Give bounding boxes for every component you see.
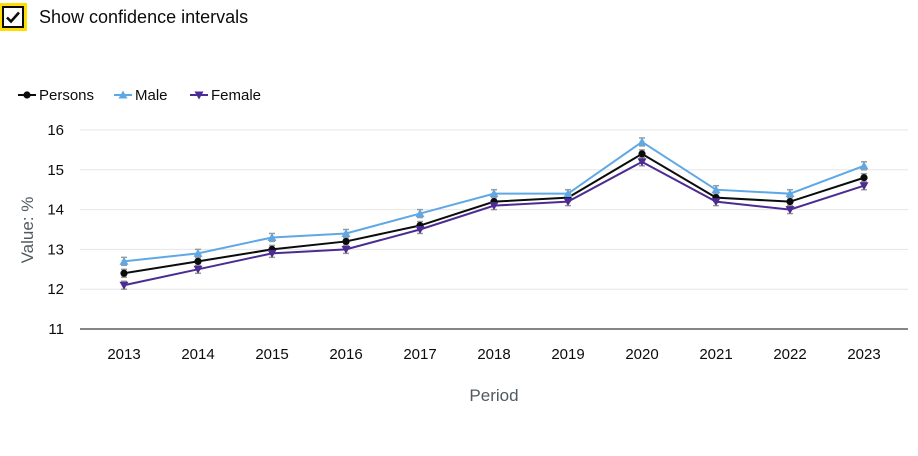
y-tick-label: 14: [47, 202, 64, 219]
x-tick-label: 2020: [625, 346, 658, 363]
data-point-female: [415, 226, 425, 234]
confidence-intervals: [121, 137, 867, 290]
data-point-male: [785, 189, 795, 198]
series-line-female: [123, 160, 865, 287]
confidence-checkbox[interactable]: [0, 3, 27, 31]
y-axis-title: Value: %: [18, 197, 37, 264]
data-point-female: [859, 182, 869, 191]
series-line-persons: [123, 152, 865, 275]
chart-axes: 11 12 13 14 15 16 2013 2014 2015 2016 2017 2018 2019…: [47, 122, 908, 363]
data-point-female: [711, 198, 721, 207]
data-point-female: [785, 206, 795, 215]
y-tick-label: 11: [48, 321, 64, 338]
legend-marker-icon: [118, 90, 128, 99]
data-point-male: [415, 209, 425, 218]
checkmark-icon: [6, 11, 20, 24]
data-point-female: [267, 249, 277, 258]
data-point-female: [341, 245, 351, 254]
data-point-male: [341, 228, 351, 237]
data-point-persons: [786, 198, 794, 206]
data-point-male: [267, 232, 277, 241]
data-point-persons: [638, 150, 646, 158]
y-tick-label: 13: [47, 241, 64, 258]
legend-label: Male: [135, 87, 168, 104]
x-tick-label: 2015: [255, 346, 288, 363]
legend-item-persons: Persons: [18, 87, 94, 104]
show-confidence-intervals-toggle[interactable]: Show confidence intervals: [0, 3, 249, 31]
x-tick-label: 2018: [477, 346, 510, 363]
x-tick-label: 2022: [773, 346, 806, 363]
data-point-female: [563, 198, 573, 207]
x-tick-label: 2021: [699, 346, 732, 363]
legend-label: Persons: [39, 87, 94, 104]
data-point-female: [489, 202, 499, 211]
legend-marker-icon: [23, 91, 31, 99]
data-point-persons: [194, 257, 202, 265]
y-tick-label: 15: [47, 162, 64, 179]
x-tick-label: 2016: [329, 346, 362, 363]
data-point-male: [859, 161, 869, 170]
series-lines: [123, 140, 865, 287]
data-point-persons: [342, 237, 350, 246]
legend-marker-icon: [194, 91, 204, 100]
y-tick-label: 16: [47, 122, 64, 139]
chart-legend: Persons Male Female: [18, 87, 261, 104]
data-point-female: [637, 158, 647, 167]
x-tick-label: 2017: [403, 346, 436, 363]
x-axis-title: Period: [469, 386, 518, 405]
series-markers: [119, 137, 869, 290]
data-point-persons: [860, 174, 868, 182]
data-point-male: [193, 248, 203, 257]
x-tick-label: 2019: [551, 346, 584, 363]
data-point-male: [119, 256, 129, 265]
legend-item-female: Female: [190, 87, 261, 104]
legend-label: Female: [211, 87, 261, 104]
data-point-male: [489, 189, 499, 198]
x-tick-label: 2014: [181, 346, 214, 363]
data-point-male: [637, 137, 647, 146]
data-point-male: [563, 189, 573, 198]
data-point-female: [193, 265, 203, 274]
confidence-label: Show confidence intervals: [39, 6, 249, 27]
data-point-male: [711, 185, 721, 194]
x-tick-label: 2023: [847, 346, 880, 363]
data-point-female: [119, 281, 129, 290]
data-point-persons: [120, 269, 128, 277]
x-tick-label: 2013: [107, 346, 140, 363]
legend-item-male: Male: [114, 87, 168, 104]
y-tick-label: 12: [47, 281, 64, 298]
